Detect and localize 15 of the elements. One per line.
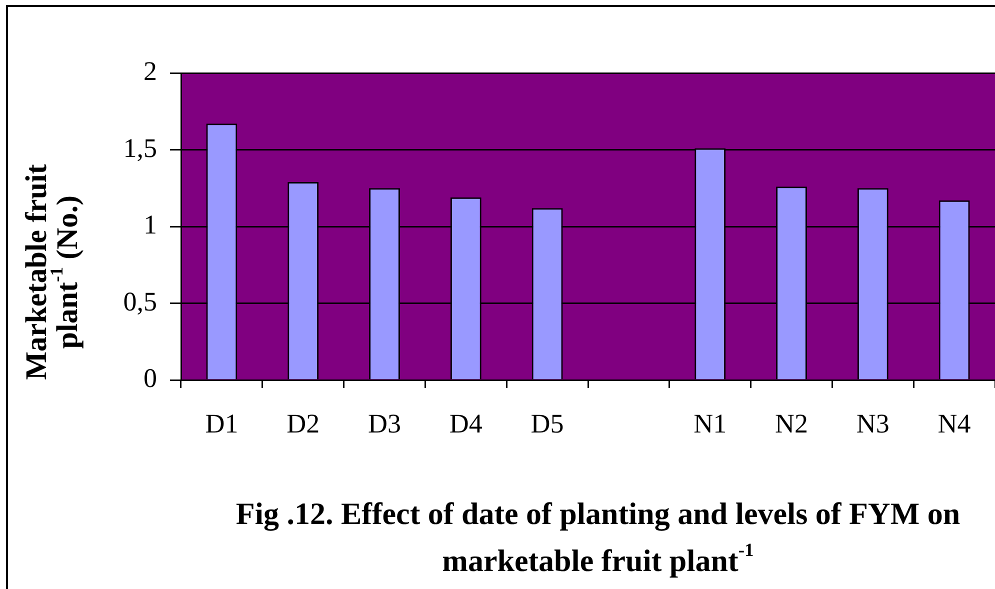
y-tick-label: 0,5 xyxy=(123,286,157,316)
y-tick-label: 1,5 xyxy=(123,132,157,163)
x-tick-label: D1 xyxy=(205,408,238,438)
x-tick-label: D5 xyxy=(530,408,564,438)
y-tick-label: 1 xyxy=(144,210,157,240)
x-tick-label: N1 xyxy=(694,408,727,438)
x-tick-label: N2 xyxy=(775,408,808,438)
x-tick-label: D3 xyxy=(368,408,401,438)
x-tick-label: D4 xyxy=(449,408,483,438)
y-tick-label: 2 xyxy=(144,56,157,86)
x-tick-label: D2 xyxy=(286,408,320,438)
x-tick-label: N4 xyxy=(938,408,972,438)
text: Fig .12. Effect of date of planting and levels of FYM on marketable fruit plant$^{-1}$ xyxy=(234,495,962,580)
x-tick-label: N3 xyxy=(856,408,890,438)
y-tick-label: 0 xyxy=(144,363,157,394)
